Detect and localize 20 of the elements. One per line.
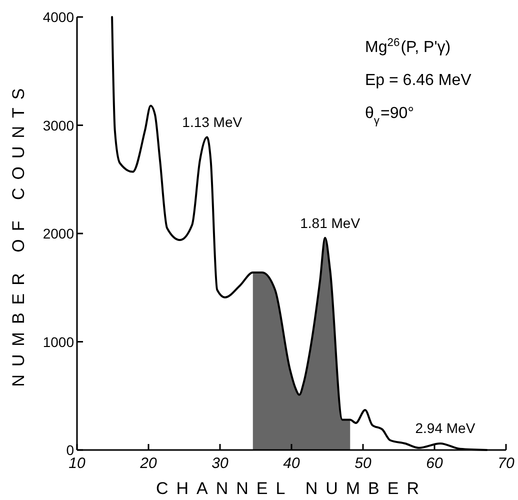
x-axis-title: CHANNEL NUMBER [156,479,428,498]
y-axis-title: NUMBER OF COUNTS [9,80,28,387]
x-tick-label: 70 [498,455,515,472]
y-tick-label: 1000 [42,334,74,350]
annotation: 1.81 MeV [300,214,361,231]
y-tick-label: 3000 [42,117,74,134]
y-tick-label: 4000 [42,9,74,25]
x-tick-label: 20 [139,455,158,472]
annotation: Mg$^{26}$(P, P'γ) [365,37,451,56]
x-tick-label: 40 [283,455,300,472]
annotation: θ$_{γ}$=90° [365,105,414,127]
x-tick-label: 60 [426,455,444,472]
annotation: 1.13 MeV [182,114,243,130]
y-tick-label: 2000 [42,226,74,242]
x-tick-label: 10 [68,455,86,472]
annotation: 2.94 MeV [415,420,476,436]
annotation: Ep = 6.46 MeV [365,72,472,89]
x-tick-label: 30 [212,455,229,472]
x-tick-label: 50 [354,455,372,472]
y-tick-label: 0 [66,442,74,458]
